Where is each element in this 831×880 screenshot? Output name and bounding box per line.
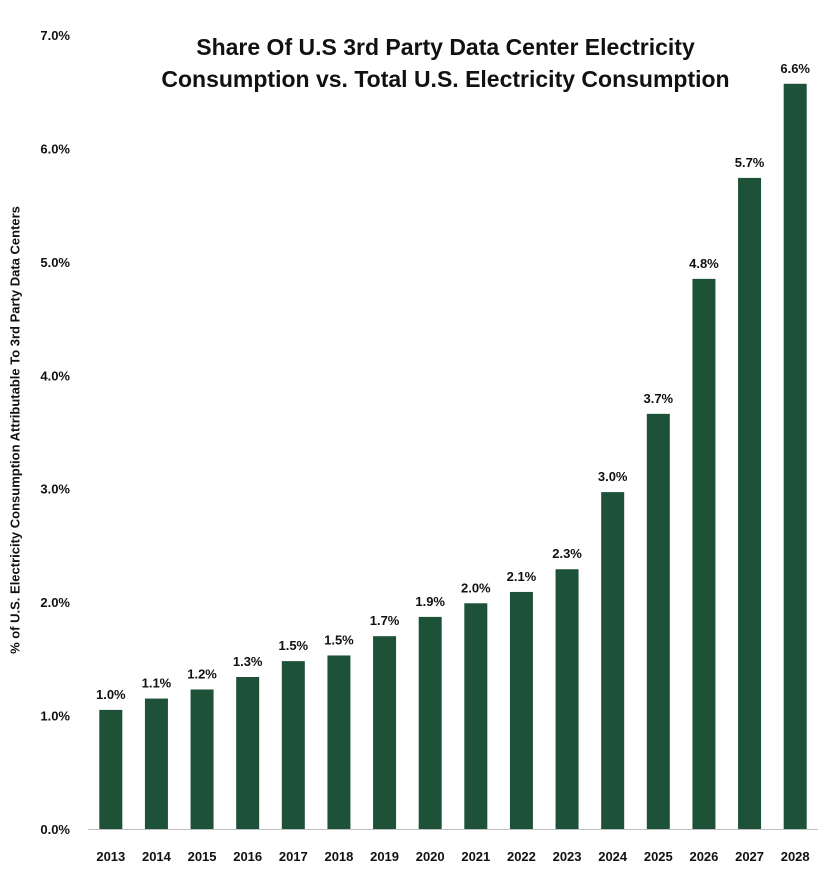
- data-label-2026: 4.8%: [689, 256, 719, 271]
- bar-2018: [327, 655, 351, 829]
- y-tick-label: 0.0%: [40, 822, 70, 837]
- y-tick-label: 6.0%: [40, 141, 70, 156]
- data-label-2020: 1.9%: [415, 594, 445, 609]
- x-tick-label-2014: 2014: [142, 849, 172, 864]
- data-label-2016: 1.3%: [233, 654, 263, 669]
- bar-2022: [509, 591, 533, 829]
- data-label-2025: 3.7%: [643, 391, 673, 406]
- x-tick-label-2023: 2023: [553, 849, 582, 864]
- bar-2021: [464, 603, 488, 829]
- bar-2015: [190, 689, 214, 829]
- bar-2026: [692, 278, 716, 829]
- data-label-2017: 1.5%: [278, 638, 308, 653]
- chart-title-line-1: Share Of U.S 3rd Party Data Center Elect…: [196, 34, 695, 60]
- x-tick-label-2020: 2020: [416, 849, 445, 864]
- data-label-2023: 2.3%: [552, 546, 582, 561]
- bar-2023: [555, 569, 579, 829]
- x-tick-label-2017: 2017: [279, 849, 308, 864]
- data-label-2027: 5.7%: [735, 155, 765, 170]
- bar-2024: [601, 492, 625, 829]
- data-label-2018: 1.5%: [324, 632, 354, 647]
- bar-2017: [281, 661, 305, 829]
- x-tick-label-2021: 2021: [461, 849, 490, 864]
- data-label-2019: 1.7%: [370, 613, 400, 628]
- x-tick-label-2024: 2024: [598, 849, 628, 864]
- data-label-2022: 2.1%: [507, 569, 537, 584]
- data-label-2028: 6.6%: [780, 61, 810, 76]
- x-tick-label-2027: 2027: [735, 849, 764, 864]
- data-label-2014: 1.1%: [142, 676, 172, 691]
- x-tick-label-2015: 2015: [188, 849, 217, 864]
- y-tick-label: 2.0%: [40, 595, 70, 610]
- bar-2020: [418, 616, 442, 829]
- y-tick-label: 1.0%: [40, 709, 70, 724]
- bar-2027: [738, 177, 762, 830]
- bar-2016: [236, 677, 260, 829]
- x-tick-label-2025: 2025: [644, 849, 673, 864]
- bar-2013: [99, 709, 123, 829]
- bar-2028: [783, 83, 807, 829]
- y-tick-label: 5.0%: [40, 255, 70, 270]
- bar-2025: [646, 413, 670, 829]
- x-tick-label-2022: 2022: [507, 849, 536, 864]
- x-tick-label-2026: 2026: [689, 849, 718, 864]
- y-tick-label: 7.0%: [40, 28, 70, 43]
- x-tick-label-2019: 2019: [370, 849, 399, 864]
- data-label-2015: 1.2%: [187, 666, 217, 681]
- bar-2014: [144, 698, 168, 829]
- bar-2019: [373, 636, 397, 829]
- x-tick-label-2028: 2028: [781, 849, 810, 864]
- data-label-2024: 3.0%: [598, 469, 628, 484]
- x-tick-label-2018: 2018: [324, 849, 353, 864]
- data-label-2021: 2.0%: [461, 580, 491, 595]
- x-tick-label-2016: 2016: [233, 849, 262, 864]
- data-label-2013: 1.0%: [96, 687, 126, 702]
- chart-title-line-2: Consumption vs. Total U.S. Electricity C…: [161, 66, 730, 92]
- x-tick-label-2013: 2013: [96, 849, 125, 864]
- y-tick-label: 3.0%: [40, 482, 70, 497]
- y-tick-label: 4.0%: [40, 368, 70, 383]
